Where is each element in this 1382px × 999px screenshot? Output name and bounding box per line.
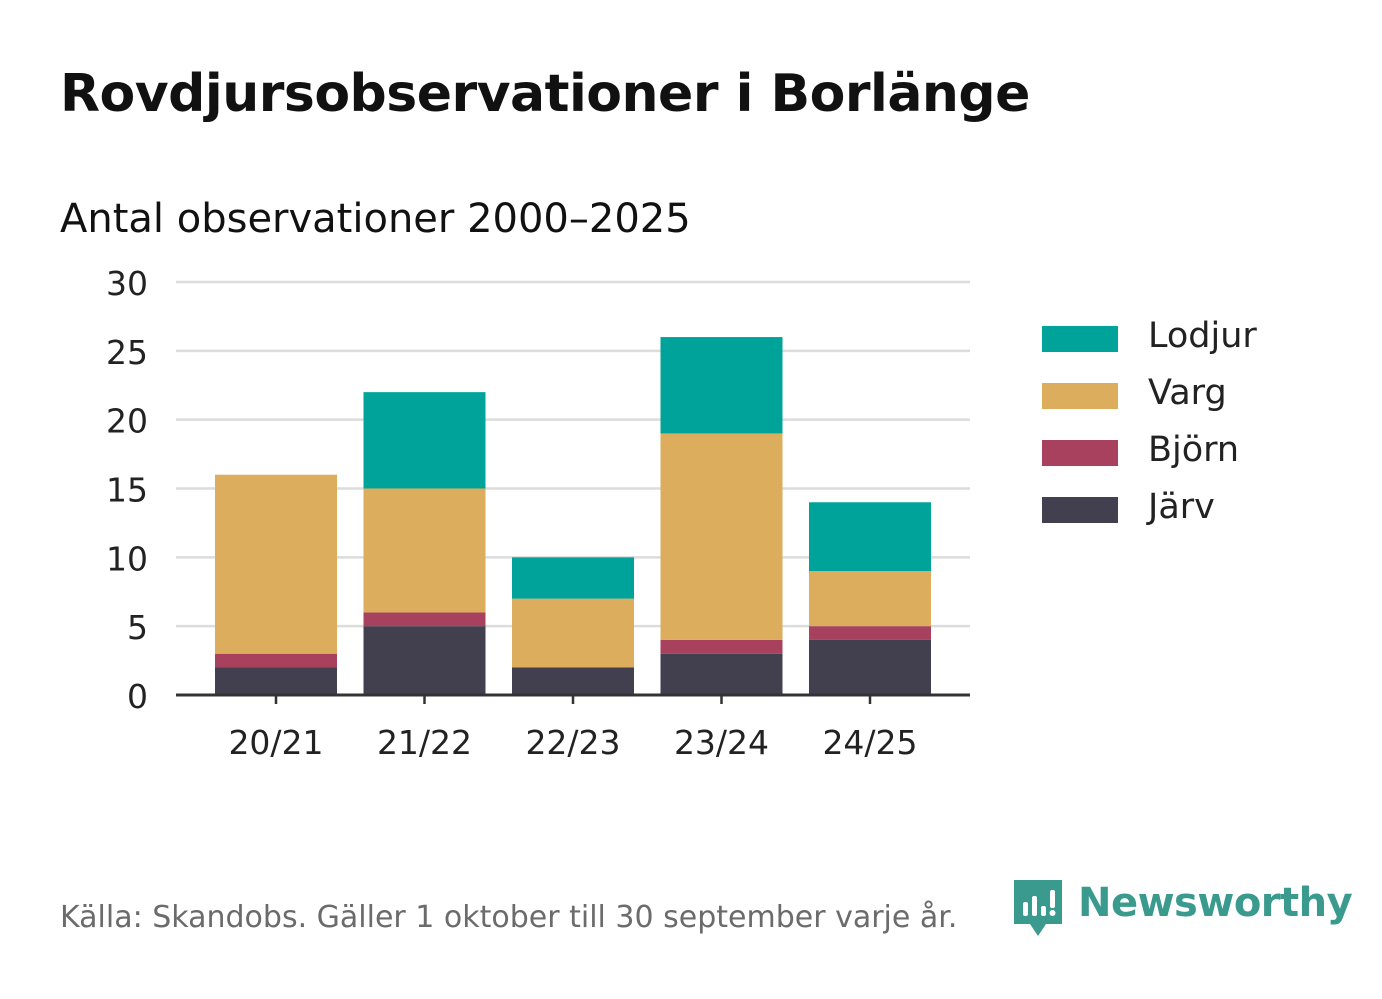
y-tick-label: 30 — [106, 264, 148, 303]
y-tick-label: 5 — [127, 608, 148, 647]
x-tick-label: 20/21 — [228, 723, 323, 762]
legend-label: Järv — [1148, 487, 1215, 527]
bar-segment-järv — [660, 653, 783, 695]
bars — [215, 337, 931, 695]
bar-segment-varg — [660, 433, 783, 640]
chart-title: Rovdjursobservationer i Borlänge — [60, 64, 1030, 124]
legend-swatch — [1042, 326, 1118, 352]
bar-segment-varg — [215, 474, 337, 654]
y-tick-label: 20 — [106, 402, 148, 441]
bar-segment-varg — [809, 571, 931, 627]
bar-segment-järv — [215, 667, 337, 695]
bar-segment-björn — [215, 653, 337, 668]
brand-name: Newsworthy — [1078, 880, 1353, 926]
newsworthy-logo-icon — [1014, 880, 1062, 936]
x-tick-label: 24/25 — [822, 723, 917, 762]
y-axis-ticks: 0 5 10 15 20 25 30 — [106, 264, 148, 716]
legend-swatch — [1042, 440, 1118, 466]
legend-swatch — [1042, 383, 1118, 409]
chart-subtitle: Antal observationer 2000–2025 — [60, 196, 691, 242]
bar-segment-varg — [363, 488, 486, 613]
y-tick-label: 10 — [106, 539, 148, 578]
y-tick-label: 25 — [106, 333, 148, 372]
x-axis: 20/21 21/22 22/23 23/24 24/25 — [176, 693, 970, 762]
bar-segment-lodjur — [809, 502, 931, 572]
bar-segment-järv — [809, 639, 931, 695]
bar-segment-järv — [512, 667, 634, 695]
legend-label: Varg — [1148, 373, 1227, 413]
bar-segment-lodjur — [363, 392, 486, 489]
stacked-bar-chart: 0 5 10 15 20 25 30 20/21 21/22 22/23 23/24 24/25 — [106, 264, 970, 762]
bar-segment-varg — [512, 598, 634, 668]
bar-segment-lodjur — [512, 557, 634, 599]
bar-segment-björn — [809, 626, 931, 640]
y-tick-label: 15 — [106, 471, 148, 510]
legend-label: Björn — [1148, 430, 1240, 470]
x-tick-label: 21/22 — [377, 723, 472, 762]
x-tick-label: 23/24 — [674, 723, 769, 762]
legend-label: Lodjur — [1148, 316, 1257, 356]
bar-segment-järv — [363, 626, 486, 695]
y-tick-label: 0 — [127, 677, 148, 716]
bar-segment-lodjur — [660, 337, 783, 434]
x-tick-label: 22/23 — [525, 723, 620, 762]
source-note: Källa: Skandobs. Gäller 1 oktober till 3… — [60, 900, 958, 935]
bar-segment-björn — [363, 612, 486, 627]
legend-swatch — [1042, 497, 1118, 523]
bar-segment-björn — [660, 639, 783, 654]
